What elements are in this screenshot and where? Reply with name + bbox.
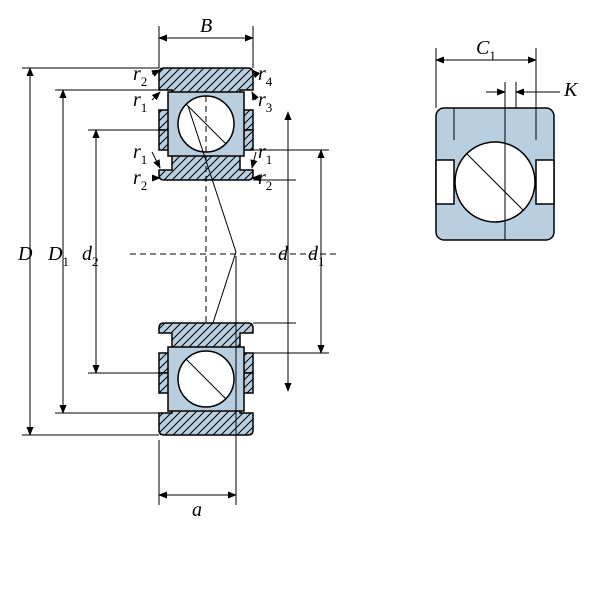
label-B: B	[200, 15, 212, 37]
top-ring	[159, 68, 253, 180]
label-D: D	[17, 243, 33, 265]
dim-d2: d2	[82, 130, 159, 373]
label-K: K	[563, 79, 579, 101]
label-a: a	[192, 499, 202, 521]
label-r2-tl: r2	[133, 63, 147, 89]
right-front-view: C1 K	[436, 37, 579, 240]
label-r1-bl: r1	[133, 141, 147, 167]
bottom-ring	[159, 323, 253, 435]
label-d1: d1	[308, 243, 325, 269]
dim-B: B	[159, 15, 253, 68]
dim-D1: D1	[47, 90, 159, 413]
label-r1-tl: r1	[133, 89, 147, 115]
label-C1: C1	[476, 37, 496, 63]
dim-C1: C1	[436, 37, 536, 108]
label-r4: r4	[258, 63, 273, 89]
label-r2-tr: r2	[258, 167, 272, 193]
label-d: d	[278, 243, 289, 265]
label-r3: r3	[258, 89, 272, 115]
label-D1: D1	[47, 243, 69, 269]
dim-K: K	[486, 79, 579, 108]
label-r1-tr: r1	[258, 141, 272, 167]
label-r2-bl: r2	[133, 167, 147, 193]
left-cross-section: B a D D1 d2	[17, 15, 340, 521]
bearing-tech-drawing: B a D D1 d2	[0, 0, 600, 600]
right-slot-l	[436, 160, 454, 204]
right-slot-r	[536, 160, 554, 204]
